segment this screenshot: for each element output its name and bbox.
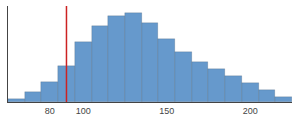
svg-text:150: 150 (159, 106, 174, 116)
svg-text:100: 100 (76, 106, 91, 116)
svg-text:200: 200 (243, 106, 258, 116)
svg-text:80: 80 (45, 106, 55, 116)
